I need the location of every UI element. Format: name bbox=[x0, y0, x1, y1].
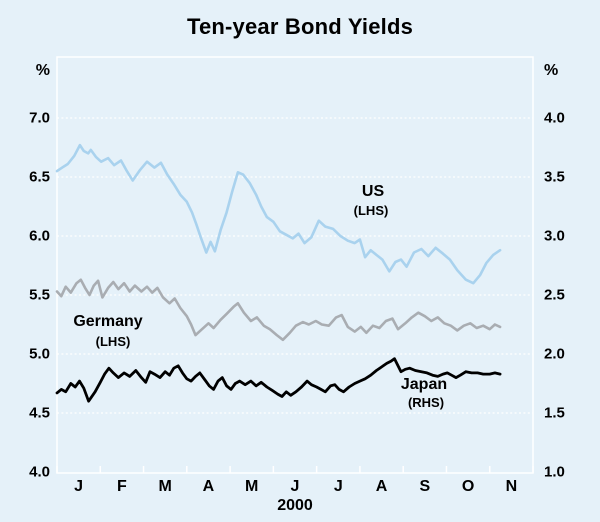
month-label: S bbox=[419, 478, 431, 495]
germany-series-label: Germany bbox=[73, 313, 143, 330]
germany-line bbox=[55, 278, 502, 342]
right-axis-tick-label: 3.0 bbox=[544, 227, 565, 245]
left-axis-tick-label: 4.0 bbox=[29, 463, 50, 481]
month-label: J bbox=[74, 478, 84, 495]
right-axis-tick-label: 3.5 bbox=[544, 168, 565, 186]
month-label: F bbox=[117, 478, 127, 495]
month-label: J bbox=[290, 478, 300, 495]
left-axis-tick-label: 5.0 bbox=[29, 345, 50, 363]
month-label: A bbox=[202, 478, 215, 495]
x-axis-year-label: 2000 bbox=[277, 497, 313, 514]
us-series-label: US bbox=[361, 183, 385, 200]
left-axis-tick-label: 4.5 bbox=[29, 404, 50, 422]
month-label: J bbox=[333, 478, 343, 495]
month-label: M bbox=[158, 478, 172, 495]
us-line bbox=[55, 143, 502, 285]
right-axis-tick-label: 2.0 bbox=[544, 345, 565, 363]
left-axis-tick-label: 5.5 bbox=[29, 286, 50, 304]
chart-title: Ten-year Bond Yields bbox=[186, 14, 414, 39]
month-label: M bbox=[245, 478, 259, 495]
left-axis-tick-label: 6.5 bbox=[29, 168, 50, 186]
germany-series-axis-note: (LHS) bbox=[95, 334, 131, 349]
right-axis-tick-label: 4.0 bbox=[544, 109, 565, 127]
left-axis-tick-label: 6.0 bbox=[29, 227, 50, 245]
right-axis-tick-label: 1.5 bbox=[544, 404, 565, 422]
month-label: A bbox=[375, 478, 388, 495]
plot-frame bbox=[56, 56, 534, 474]
month-tick-marks bbox=[56, 466, 534, 473]
left-axis-unit: % bbox=[35, 62, 50, 79]
right-axis-unit: % bbox=[544, 62, 559, 79]
japan-series-label: Japan bbox=[400, 376, 448, 393]
series-lines bbox=[55, 143, 502, 403]
us-series-axis-note: (LHS) bbox=[353, 203, 389, 218]
left-axis-tick-label: 7.0 bbox=[29, 109, 50, 127]
japan-line bbox=[55, 357, 502, 403]
right-axis-tick-label: 1.0 bbox=[544, 463, 565, 481]
right-axis-tick-label: 2.5 bbox=[544, 286, 565, 304]
month-label: O bbox=[461, 478, 475, 495]
month-label: N bbox=[505, 478, 518, 495]
gridlines bbox=[57, 117, 533, 414]
japan-series-axis-note: (RHS) bbox=[407, 395, 445, 410]
